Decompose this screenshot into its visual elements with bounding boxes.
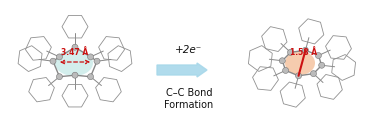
Circle shape <box>72 72 78 78</box>
Circle shape <box>72 44 78 50</box>
Circle shape <box>56 54 62 60</box>
Ellipse shape <box>55 50 93 76</box>
Text: 3.47 Å: 3.47 Å <box>61 48 88 57</box>
Circle shape <box>315 52 321 58</box>
Circle shape <box>94 58 100 64</box>
Text: 1.58 Å: 1.58 Å <box>290 48 317 57</box>
FancyArrow shape <box>157 63 207 77</box>
Text: C–C Bond
Formation: C–C Bond Formation <box>164 88 214 110</box>
Circle shape <box>50 58 56 64</box>
Circle shape <box>283 67 289 73</box>
Circle shape <box>56 74 62 80</box>
Circle shape <box>288 49 294 55</box>
Text: +2e⁻: +2e⁻ <box>175 45 203 55</box>
Circle shape <box>310 71 316 77</box>
Circle shape <box>296 73 302 79</box>
Circle shape <box>88 74 94 80</box>
Circle shape <box>88 54 94 60</box>
Circle shape <box>302 47 308 53</box>
Circle shape <box>279 58 285 64</box>
Ellipse shape <box>285 51 315 75</box>
Circle shape <box>319 62 325 68</box>
